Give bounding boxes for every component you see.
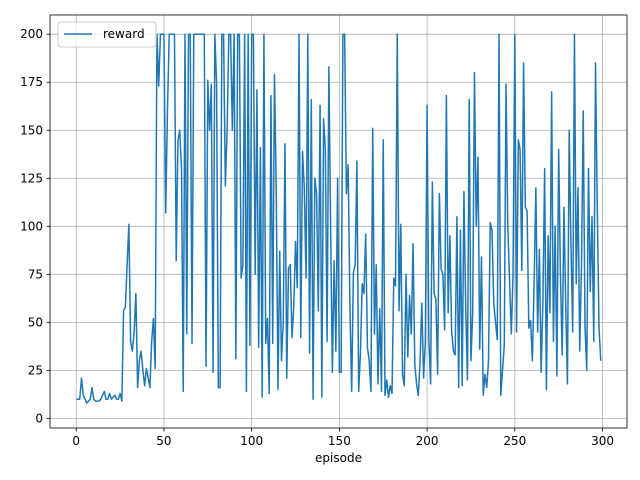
legend-box (57, 21, 157, 48)
y-tick-label: 150 (20, 123, 43, 137)
y-tick-label: 25 (28, 363, 43, 377)
x-tick-label: 250 (503, 434, 526, 448)
y-tick-label: 100 (20, 219, 43, 233)
x-tick-label: 100 (240, 434, 263, 448)
x-tick-label: 0 (72, 434, 80, 448)
y-tick-label: 75 (28, 267, 43, 281)
line-series (76, 33, 602, 404)
x-tick-label: 300 (591, 434, 614, 448)
legend-label: reward (103, 27, 145, 41)
y-tick-label: 175 (20, 75, 43, 89)
x-tick-label: 150 (328, 434, 351, 448)
y-tick-label: 200 (20, 27, 43, 41)
y-tick-label: 0 (35, 411, 43, 425)
y-tick-label: 125 (20, 171, 43, 185)
x-tick-label: 200 (416, 434, 439, 448)
plot-frame (49, 14, 628, 429)
y-tick-label: 50 (28, 315, 43, 329)
x-tick-label: 50 (156, 434, 171, 448)
x-axis-label: episode (315, 451, 362, 465)
